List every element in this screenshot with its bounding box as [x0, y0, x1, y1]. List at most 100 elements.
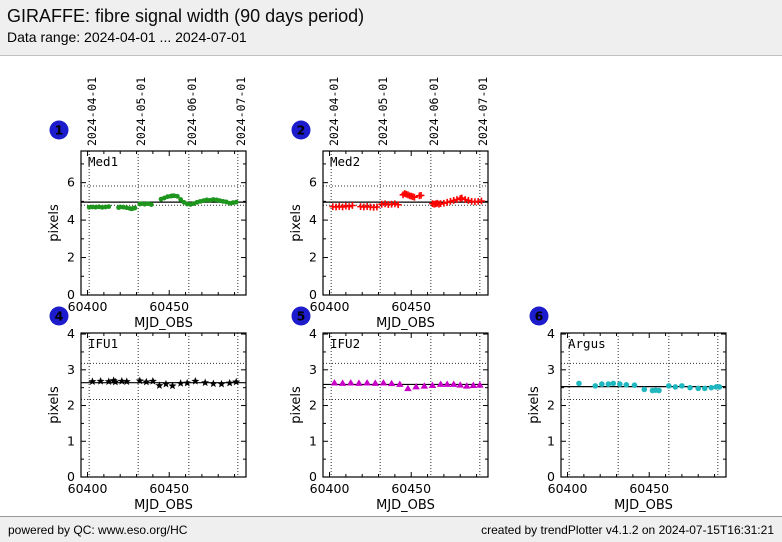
y-tick-label: 1	[67, 433, 75, 448]
y-tick-label: 2	[547, 398, 555, 413]
data-point	[449, 380, 458, 387]
data-point	[672, 384, 679, 390]
data-point	[617, 381, 623, 387]
plot-number: 6	[535, 309, 544, 324]
plot-number: 1	[55, 123, 64, 138]
data-point	[191, 377, 200, 385]
x-tick-label: 60450	[391, 481, 431, 496]
plot-background	[81, 333, 246, 477]
y-tick-label: 0	[67, 287, 75, 302]
axis-ticks	[81, 151, 246, 296]
data-point	[135, 376, 144, 385]
y-tick-label: 1	[547, 433, 555, 448]
data-point	[111, 377, 120, 386]
data-series-med2	[329, 190, 485, 211]
data-point	[104, 377, 113, 385]
x-tick-label: 60450	[391, 299, 431, 314]
y-tick-label: 4	[309, 212, 317, 227]
trend-plots-canvas: 60400 604500246MJD_OBSpixelsMed12024-04-0…	[47, 77, 727, 513]
y-axis-title: pixels	[47, 386, 62, 424]
data-point	[631, 382, 638, 388]
date-tick-label: 2024-06-01	[185, 77, 199, 146]
data-point	[176, 379, 185, 387]
subplot-argus: 60400 60450 0 1 2 3 4 MJD_OBS pixels Argus 6	[527, 306, 727, 513]
y-tick-label: 2	[309, 250, 317, 265]
data-point	[404, 384, 412, 392]
y-axis-title: pixels	[289, 204, 304, 242]
data-point	[461, 196, 469, 203]
plots-area: 60400 60450 0 2 4 6 MJD_OBS pixels Med1 2024-04-0…	[0, 57, 782, 516]
data-point	[161, 379, 170, 388]
data-series-ifu2	[330, 379, 484, 392]
axis-ticks	[323, 151, 488, 296]
plot-number: 4	[55, 309, 64, 324]
data-point	[462, 382, 471, 389]
date-tick-label: 2024-07-01	[234, 77, 248, 146]
plot-frame	[322, 150, 489, 296]
y-axis-title: pixels	[527, 386, 542, 424]
y-tick-label: 4	[547, 326, 555, 341]
data-point	[605, 381, 612, 387]
footer-created-by: created by trendPlotter v4.1.2 on 2024-0…	[481, 522, 774, 537]
y-axis-title: pixels	[289, 386, 304, 424]
y-tick-label: 4	[67, 326, 75, 341]
data-point	[443, 198, 451, 206]
plot-background	[561, 333, 726, 477]
data-point	[679, 383, 685, 389]
data-point	[478, 197, 485, 205]
data-point	[148, 377, 157, 385]
data-point	[708, 384, 715, 391]
y-tick-label: 3	[67, 362, 75, 377]
date-tick-label: 2024-04-01	[85, 77, 99, 146]
data-point	[701, 385, 708, 392]
data-point	[96, 377, 105, 385]
data-point	[453, 196, 461, 203]
data-point	[428, 381, 437, 388]
data-point	[391, 200, 399, 208]
data-point	[379, 379, 388, 386]
data-point	[233, 199, 239, 205]
series-label: Med1	[88, 154, 118, 169]
plot-number-badge	[49, 120, 69, 140]
axis-ticks	[323, 333, 488, 478]
data-point	[420, 382, 429, 389]
data-point	[217, 379, 226, 388]
data-point	[349, 202, 356, 209]
plot-frame	[80, 150, 247, 296]
x-tick-label: 60400	[548, 481, 588, 496]
data-point	[610, 380, 617, 387]
x-tick-label: 60450	[629, 481, 669, 496]
data-point	[469, 381, 478, 388]
data-series-ifu1	[88, 376, 241, 390]
plot-number: 5	[297, 309, 306, 324]
y-tick-label: 4	[67, 212, 75, 227]
data-point	[363, 379, 371, 386]
data-point	[447, 197, 454, 205]
x-axis-title: MJD_OBS	[614, 498, 673, 513]
data-point	[330, 379, 339, 386]
plot-frame	[322, 332, 489, 478]
series-label: IFU1	[88, 336, 118, 351]
plot-number: 2	[297, 123, 306, 138]
y-tick-label: 3	[309, 362, 317, 377]
data-point	[122, 377, 131, 385]
y-tick-label: 0	[547, 469, 555, 484]
data-point	[411, 193, 418, 201]
y-tick-label: 3	[547, 362, 555, 377]
data-point	[209, 379, 218, 388]
data-point	[178, 197, 184, 202]
data-point	[117, 377, 126, 385]
report-header: GIRAFFE: fibre signal width (90 days per…	[0, 0, 782, 56]
data-series-med1	[86, 193, 239, 212]
y-tick-label: 0	[309, 469, 317, 484]
data-point	[168, 381, 177, 390]
data-point	[476, 381, 484, 388]
plot-number-badge	[291, 306, 311, 326]
x-tick-label: 60400	[68, 481, 108, 496]
x-axis-title: MJD_OBS	[376, 498, 435, 513]
axis-ticks	[81, 333, 246, 478]
x-axis-title: MJD_OBS	[134, 498, 193, 513]
data-point	[106, 204, 112, 210]
